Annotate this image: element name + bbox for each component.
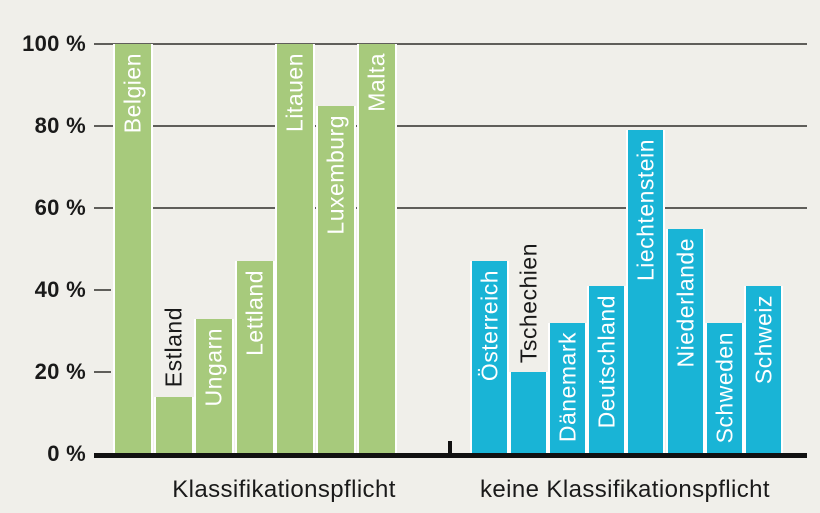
bar-tschechien: Tschechien	[509, 243, 548, 454]
x-axis-baseline	[94, 453, 807, 458]
bar-label-belgien: Belgien	[119, 53, 146, 134]
group-label-keine-klassifikationspflicht: keine Klassifikationspflicht	[479, 476, 770, 503]
gridline-80	[94, 125, 807, 127]
group-label-klassifikationspflicht: Klassifikationspflicht	[172, 476, 396, 503]
gridline-60	[94, 207, 807, 209]
bar-label-daenemark: Dänemark	[554, 331, 580, 442]
y-axis-label-20: 20 %	[34, 359, 86, 384]
bar-schweden: Schweden	[705, 322, 744, 454]
bar-label-niederlande: Niederlande	[672, 237, 698, 368]
axis-tick-40	[94, 289, 111, 291]
axis-tick-20	[94, 371, 111, 373]
bar-label-luxemburg: Luxemburg	[322, 114, 349, 235]
bar-niederlande: Niederlande	[666, 228, 705, 454]
bar-label-ungarn: Ungarn	[200, 327, 227, 407]
bar-belgien: Belgien	[113, 44, 153, 454]
bar-daenemark: Dänemark	[548, 322, 587, 454]
y-axis-label-0: 0 %	[47, 441, 86, 466]
bar-luxemburg: Luxemburg	[316, 105, 356, 454]
bar-schweiz: Schweiz	[744, 285, 783, 454]
bar-label-tschechien: Tschechien	[515, 242, 541, 363]
bar-liechtenstein: Liechtenstein	[626, 130, 665, 454]
bar-label-lettland: Lettland	[241, 270, 268, 357]
y-axis-label-40: 40 %	[34, 277, 86, 302]
bar-label-litauen: Litauen	[281, 53, 308, 132]
bar-lettland: Lettland	[235, 261, 275, 454]
bar-malta: Malta	[357, 44, 397, 454]
group-divider-tick	[448, 441, 452, 453]
bar-oesterreich: Österreich	[470, 261, 509, 454]
bar-deutschland: Deutschland	[587, 285, 626, 454]
y-axis-label-100: 100 %	[22, 31, 86, 56]
bar-label-estland: Estland	[160, 307, 187, 388]
gridline-100	[94, 43, 807, 45]
bar-label-deutschland: Deutschland	[593, 294, 619, 429]
bar-estland: Estland	[154, 307, 194, 454]
bar-label-schweden: Schweden	[711, 331, 737, 444]
y-axis-label-60: 60 %	[34, 195, 86, 220]
bar-label-schweiz: Schweiz	[750, 294, 776, 385]
bar-label-liechtenstein: Liechtenstein	[632, 139, 658, 282]
bar-ungarn: Ungarn	[194, 318, 234, 454]
bar-label-malta: Malta	[363, 53, 390, 112]
bar-litauen: Litauen	[275, 44, 315, 454]
y-axis-label-80: 80 %	[34, 113, 86, 138]
bar-label-oesterreich: Österreich	[476, 270, 502, 382]
